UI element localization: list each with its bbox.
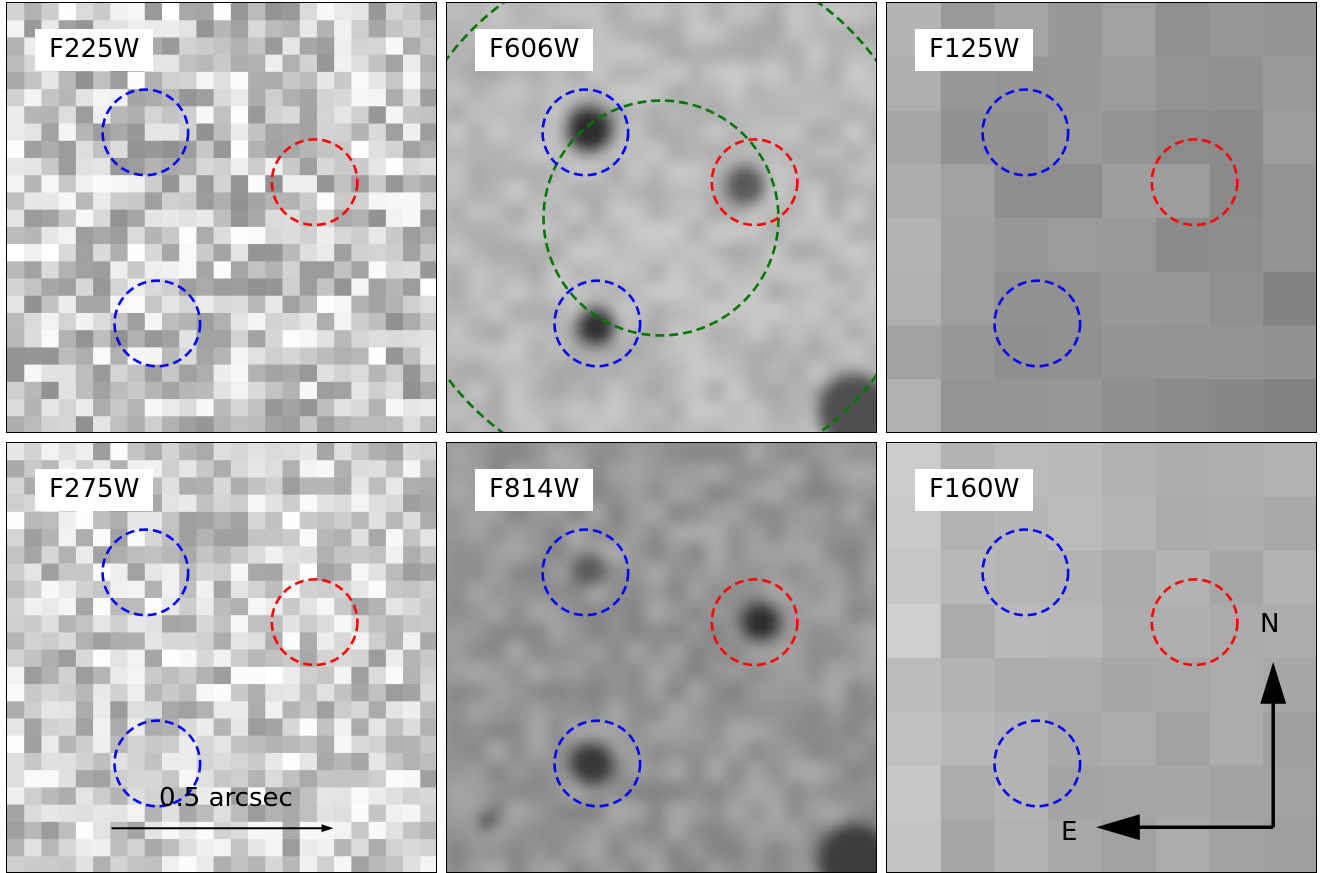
panel-f606w: F606W (446, 2, 877, 433)
f125w-image (887, 3, 1316, 432)
panel-f125w: F125W (886, 2, 1317, 433)
compass-east-label: E (1061, 817, 1078, 847)
f814w-image (447, 443, 876, 872)
filter-label-f814w: F814W (475, 469, 594, 511)
filter-label-f225w: F225W (35, 29, 154, 71)
f606w-image (447, 3, 876, 432)
panel-f275w: F275W 0.5 arcsec (6, 442, 437, 873)
compass-north-label: N (1260, 609, 1280, 639)
filter-label-f275w: F275W (35, 469, 154, 511)
panel-f160w: F160W N E (886, 442, 1317, 873)
filter-label-f125w: F125W (915, 29, 1034, 71)
panel-f225w: F225W (6, 2, 437, 433)
panel-f814w: F814W (446, 442, 877, 873)
filter-label-f606w: F606W (475, 29, 594, 71)
filter-label-f160w: F160W (915, 469, 1034, 511)
scalebar-label: 0.5 arcsec (159, 783, 293, 813)
